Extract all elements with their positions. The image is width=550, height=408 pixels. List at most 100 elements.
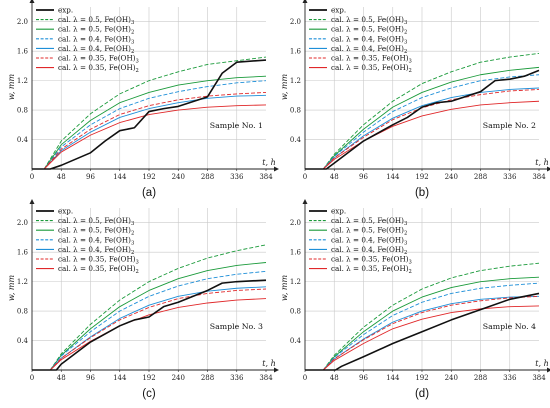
x-tick-label: 384 (259, 374, 273, 382)
legend-entry-5: cal. λ = 0.35, Fe(OH)3 (331, 255, 412, 266)
series-line-3 (305, 74, 540, 170)
y-tick-label: 0.4 (290, 337, 302, 345)
x-tick-label: 288 (474, 173, 487, 181)
legend-entry-5: cal. λ = 0.35, Fe(OH)3 (58, 54, 139, 65)
y-axis-arrow (302, 199, 308, 204)
series-line-5 (32, 288, 267, 371)
legend-entry-0: exp. (331, 6, 346, 15)
panel-label: (a) (142, 187, 156, 199)
x-tick-label: 240 (445, 173, 458, 181)
legend-entry-4: cal. λ = 0.4, Fe(OH)2 (331, 245, 407, 256)
series-line-6 (32, 104, 267, 170)
y-tick-label: 1.2 (17, 77, 28, 85)
legend-entry-1: cal. λ = 0.5, Fe(OH)3 (331, 216, 407, 227)
y-tick-label: 0.8 (17, 107, 28, 115)
y-axis-label: w, mm (7, 275, 16, 302)
x-tick-label: 96 (86, 374, 95, 382)
legend-entry-4: cal. λ = 0.4, Fe(OH)2 (331, 44, 407, 55)
sample-annotation: Sample No. 2 (483, 121, 536, 130)
legend-entry-3: cal. λ = 0.4, Fe(OH)3 (331, 235, 407, 246)
series-line-6 (305, 100, 540, 170)
x-tick-label: 48 (57, 173, 66, 181)
legend-entry-6: cal. λ = 0.35, Fe(OH)2 (331, 63, 412, 74)
x-tick-label: 336 (503, 173, 517, 181)
sample-annotation: Sample No. 3 (210, 322, 263, 331)
x-tick-label: 336 (503, 374, 517, 382)
x-tick-label: 144 (113, 173, 127, 181)
x-tick-label: 96 (86, 173, 95, 181)
x-tick-label: 96 (359, 374, 368, 382)
x-tick-label: 48 (330, 374, 339, 382)
x-tick-label: 384 (532, 173, 546, 181)
y-axis-label: w, mm (280, 275, 289, 302)
legend-entry-5: cal. λ = 0.35, Fe(OH)3 (58, 255, 139, 266)
x-axis-label: t, h (535, 158, 548, 167)
y-tick-label: 1.6 (290, 249, 302, 257)
legend-entry-6: cal. λ = 0.35, Fe(OH)2 (58, 264, 139, 275)
legend-entry-6: cal. λ = 0.35, Fe(OH)2 (58, 63, 139, 74)
x-tick-label: 144 (113, 374, 127, 382)
y-tick-label: 0.4 (17, 136, 29, 144)
y-tick-label: 0.8 (290, 107, 301, 115)
x-tick-label: 48 (330, 173, 339, 181)
chart-panel-3: 0 48 96 144 192 240 288 336 384 0.4 0.8 1.2 1.6 2.0 w,… (7, 199, 279, 400)
x-tick-label: 336 (230, 374, 244, 382)
legend-entry-2: cal. λ = 0.5, Fe(OH)2 (331, 226, 407, 237)
x-tick-label: 192 (415, 173, 428, 181)
series-line-2 (32, 75, 267, 170)
series-line-6 (305, 305, 540, 371)
x-tick-label: 384 (259, 173, 273, 181)
x-tick-label: 0 (30, 173, 34, 181)
sample-annotation: Sample No. 4 (483, 322, 536, 331)
x-tick-label: 240 (172, 173, 185, 181)
y-tick-label: 1.2 (290, 77, 301, 85)
sample-annotation: Sample No. 1 (210, 121, 263, 130)
series-line-0 (32, 279, 267, 371)
series-line-3 (32, 270, 267, 371)
x-axis-arrow (547, 166, 550, 172)
x-tick-label: 192 (415, 374, 428, 382)
y-tick-label: 0.8 (290, 308, 301, 316)
y-tick-label: 1.2 (290, 278, 301, 286)
legend-entry-1: cal. λ = 0.5, Fe(OH)3 (331, 15, 407, 26)
y-tick-label: 2.0 (290, 219, 301, 227)
legend-entry-2: cal. λ = 0.5, Fe(OH)2 (331, 25, 407, 36)
series-line-4 (32, 94, 267, 170)
chart-panel-4: 0 48 96 144 192 240 288 336 384 0.4 0.8 1.2 1.6 2.0 w,… (280, 199, 550, 400)
legend-entry-3: cal. λ = 0.4, Fe(OH)3 (58, 34, 134, 45)
y-tick-label: 1.6 (17, 48, 29, 56)
legend-entry-1: cal. λ = 0.5, Fe(OH)3 (58, 216, 134, 227)
x-tick-label: 336 (230, 173, 244, 181)
x-axis-label: t, h (262, 359, 275, 368)
y-axis-label: w, mm (7, 74, 16, 101)
x-tick-label: 0 (30, 374, 34, 382)
x-axis-arrow (274, 367, 279, 373)
series-line-5 (32, 91, 267, 170)
y-tick-label: 1.6 (17, 249, 29, 257)
y-axis-arrow (29, 0, 35, 3)
series-line-0 (305, 292, 540, 371)
panel-label: (b) (415, 187, 429, 199)
y-axis-arrow (302, 0, 308, 3)
y-tick-label: 1.6 (290, 48, 302, 56)
legend-entry-4: cal. λ = 0.4, Fe(OH)2 (58, 245, 134, 256)
panel-label: (d) (415, 388, 429, 400)
legend-entry-0: exp. (331, 207, 346, 216)
chart-panel-2: 0 48 96 144 192 240 288 336 384 0.4 0.8 1.2 1.6 2.0 w,… (280, 0, 550, 199)
y-tick-label: 0.4 (17, 337, 29, 345)
y-tick-label: 0.4 (290, 136, 302, 144)
panel-label: (c) (142, 388, 156, 400)
x-tick-label: 288 (201, 374, 214, 382)
x-tick-label: 240 (172, 374, 185, 382)
legend-entry-3: cal. λ = 0.4, Fe(OH)3 (58, 235, 134, 246)
x-tick-label: 192 (142, 374, 155, 382)
x-tick-label: 288 (474, 374, 487, 382)
legend-entry-1: cal. λ = 0.5, Fe(OH)3 (58, 15, 134, 26)
x-tick-label: 384 (532, 374, 546, 382)
series-line-0 (305, 69, 540, 170)
y-tick-label: 2.0 (17, 18, 28, 26)
series-line-5 (305, 295, 540, 371)
x-tick-label: 96 (359, 173, 368, 181)
y-axis-arrow (29, 199, 35, 204)
